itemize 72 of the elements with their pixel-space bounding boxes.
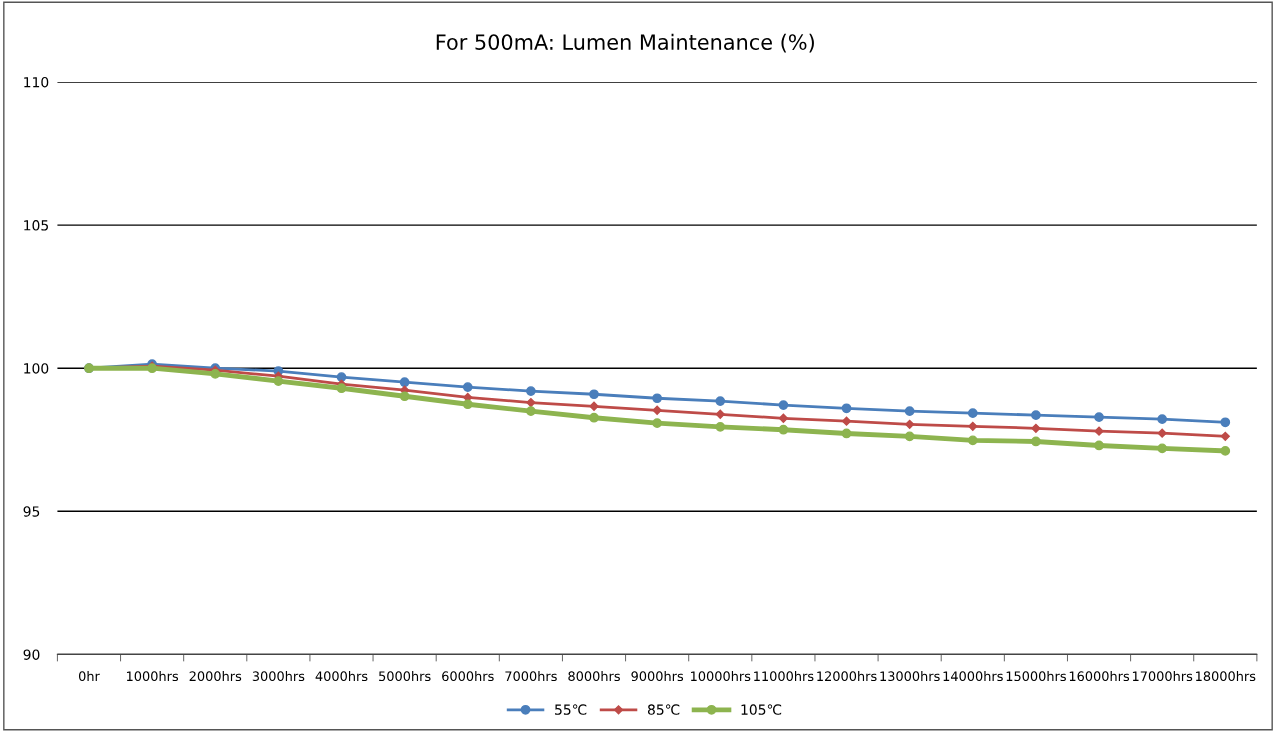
- x-tick-label: 10000hrs: [691, 671, 751, 682]
- point: [778, 413, 789, 423]
- point: [526, 406, 536, 416]
- x-tick-label: 3000hrs: [252, 671, 305, 682]
- x-tick-label: 0hr: [78, 671, 100, 682]
- x-tick-label: 14000hrs: [943, 671, 1003, 682]
- point: [336, 383, 347, 394]
- point: [904, 431, 915, 442]
- point: [1157, 428, 1167, 438]
- point: [715, 422, 726, 432]
- x-tick-label: 7000hrs: [505, 671, 557, 682]
- point: [210, 369, 221, 379]
- point: [968, 421, 978, 431]
- point: [1094, 426, 1104, 436]
- x-tick-label: 2000hrs: [189, 671, 242, 682]
- x-tick-label: 15000hrs: [1006, 671, 1066, 682]
- x-tick-label: 4000hrs: [315, 671, 368, 682]
- point: [841, 403, 852, 414]
- point: [905, 419, 915, 429]
- point: [778, 400, 789, 410]
- point: [462, 399, 473, 410]
- x-tick-label: 12000hrs: [817, 671, 877, 682]
- point: [715, 409, 725, 419]
- point: [589, 412, 599, 423]
- point: [399, 377, 410, 388]
- chart-title: For 500mA: Lumen Maintenance (%): [436, 33, 814, 53]
- point: [841, 428, 852, 439]
- x-tick-label: 18000hrs: [1196, 671, 1256, 682]
- y-tick-label: 105: [24, 220, 48, 231]
- point: [1157, 414, 1168, 425]
- point: [652, 405, 662, 415]
- legend-label: 105℃: [741, 704, 782, 715]
- y-tick-label: 95: [23, 506, 40, 517]
- x-tick-label: 11000hrs: [754, 671, 814, 682]
- point: [652, 393, 663, 404]
- x-tick-label: 9000hrs: [631, 671, 684, 682]
- x-tick-label: 8000hrs: [568, 671, 620, 682]
- point: [589, 401, 599, 411]
- point: [1094, 440, 1104, 451]
- x-tick-label: 16000hrs: [1069, 671, 1130, 682]
- point: [1157, 443, 1168, 454]
- x-tick-label: 6000hrs: [442, 671, 494, 682]
- point: [1220, 417, 1231, 428]
- point: [1220, 431, 1230, 441]
- point: [841, 416, 852, 426]
- point: [399, 391, 410, 402]
- point: [462, 382, 473, 392]
- point: [589, 389, 599, 400]
- point: [778, 424, 789, 435]
- point: [1031, 410, 1041, 420]
- y-tick-label: 90: [23, 649, 40, 660]
- legend-label: 55℃: [555, 704, 587, 715]
- point: [967, 408, 978, 418]
- legend-label: 85℃: [647, 704, 680, 715]
- point: [652, 418, 663, 429]
- point: [1031, 436, 1041, 447]
- point: [1094, 412, 1104, 423]
- point: [273, 376, 284, 386]
- y-tick-label: 110: [24, 76, 49, 88]
- point: [904, 406, 915, 416]
- point: [1220, 446, 1231, 456]
- x-tick-label: 5000hrs: [379, 671, 431, 682]
- y-tick-label: 100: [24, 363, 49, 374]
- point: [967, 435, 978, 446]
- point: [526, 386, 536, 396]
- point: [336, 372, 347, 382]
- x-tick-label: 13000hrs: [880, 671, 940, 682]
- point: [715, 396, 726, 406]
- x-tick-label: 1000hrs: [126, 671, 179, 682]
- point: [1031, 423, 1041, 433]
- x-tick-label: 17000hrs: [1132, 671, 1193, 682]
- point: [526, 397, 536, 408]
